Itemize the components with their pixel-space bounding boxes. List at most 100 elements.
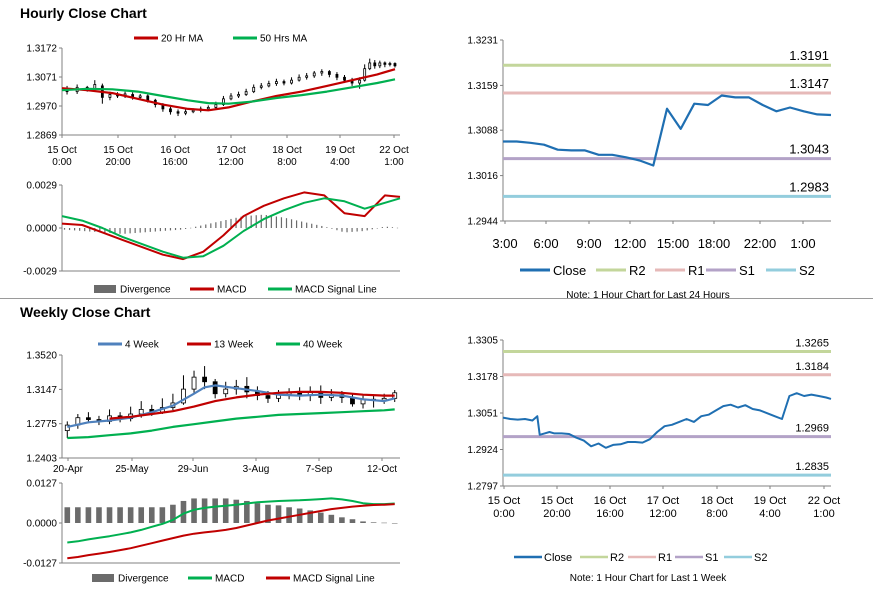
weekly-close-s2-label: 1.2835 — [795, 461, 829, 473]
weekly-macd-divergence-bar — [117, 507, 123, 523]
hourly-close-s1-label: 1.3043 — [789, 142, 829, 157]
hourly-macd-divergence-bar — [265, 215, 267, 228]
hourly-macd-divergence-bar — [250, 215, 252, 228]
hourly-price-candle-body — [368, 62, 372, 70]
hourly-macd-ytick-label: 0.0000 — [26, 224, 57, 235]
weekly-price-4-week-line — [67, 384, 395, 428]
hourly-price-xtick-label: 20:00 — [105, 157, 130, 168]
weekly-price-xtick-label: 29-Jun — [178, 464, 209, 475]
hourly-macd-divergence-bar — [311, 223, 313, 228]
weekly-close-xtick-label: 1:00 — [813, 508, 834, 520]
hourly-macd-divergence-bar — [295, 220, 298, 228]
hourly-macd-divergence-bar — [366, 228, 368, 231]
weekly-price-ytick-label: 1.3147 — [26, 385, 57, 396]
weekly-price-candle-body — [212, 381, 218, 395]
hourly-close-r1-label: 1.3147 — [789, 76, 829, 91]
hourly-close-legend-label: S2 — [799, 263, 815, 278]
weekly-close-legend-label: R2 — [610, 552, 624, 564]
hourly-macd-divergence-bar — [129, 228, 131, 234]
weekly-close-s1-label: 1.2969 — [795, 423, 829, 435]
hourly-price-xtick-label: 18 Oct — [272, 145, 302, 156]
hourly-macd-divergence-bar — [396, 227, 399, 229]
hourly-macd-divergence-bar — [84, 228, 86, 232]
weekly-price-xtick-label: 12-Oct — [367, 464, 397, 475]
weekly-macd-signal-legend-label: MACD Signal Line — [293, 574, 375, 585]
hourly-macd-divergence-bar — [255, 215, 257, 228]
weekly-macd-divergence-bar — [286, 507, 292, 523]
weekly-section-title: Weekly Close Chart — [20, 304, 151, 320]
hourly-close-xtick-label: 18:00 — [698, 236, 731, 251]
weekly-close-r2-label: 1.3265 — [795, 337, 829, 349]
hourly-macd-divergence-bar — [139, 228, 141, 233]
hourly-macd-divergence-bar — [326, 227, 328, 228]
hourly-macd-divergence-bar — [391, 227, 394, 228]
hourly-close-r2-label: 1.3191 — [789, 48, 829, 63]
hourly-macd-divergence-bar — [74, 228, 76, 231]
weekly-macd-divergence-bar — [360, 521, 366, 523]
weekly-macd-divergence-bar — [244, 500, 250, 523]
hourly-price-candle-body — [244, 91, 248, 95]
hourly-price-candle-body — [146, 95, 150, 101]
hourly-price-candle-body — [184, 111, 187, 114]
hourly-close-legend-label: R2 — [629, 263, 646, 278]
weekly-macd-divergence-bar — [85, 507, 92, 523]
hourly-macd-ytick-label: 0.0029 — [26, 181, 57, 192]
weekly-price-candle-body — [191, 376, 197, 390]
hourly-close-ytick-label: 1.3231 — [467, 36, 498, 47]
hourly-macd-divergence-legend-label: Divergence — [120, 285, 171, 296]
weekly-close-legend-label: R1 — [658, 552, 672, 564]
hourly-close-xtick-label: 6:00 — [533, 236, 558, 251]
hourly-macd-divergence-bar — [119, 228, 121, 234]
weekly-price-candle-body — [181, 388, 186, 404]
weekly-close-ytick-label: 1.2797 — [467, 482, 498, 493]
weekly-macd-divergence-bar — [339, 517, 345, 523]
hourly-price-20hr-legend-label: 20 Hr MA — [161, 34, 204, 45]
hourly-price-candle-body — [393, 63, 397, 67]
hourly-close-xtick-label: 15:00 — [657, 236, 690, 251]
hourly-close-line — [503, 94, 832, 167]
hourly-price-candle-body — [358, 79, 362, 84]
hourly-price-xtick-label: 19 Oct — [325, 145, 355, 156]
weekly-macd-divergence-bar — [201, 498, 208, 523]
hourly-price-candle-body — [214, 104, 218, 108]
weekly-price-ytick-label: 1.2775 — [26, 419, 57, 430]
hourly-macd-divergence-bar — [144, 228, 146, 233]
hourly-price-candle-body — [383, 62, 387, 65]
hourly-close-legend-label: R1 — [688, 263, 705, 278]
hourly-price-xtick-label: 17 Oct — [216, 145, 246, 156]
hourly-macd-divergence-bar — [205, 224, 207, 228]
hourly-macd-divergence-bar — [79, 228, 81, 231]
hourly-macd-divergence-bar — [200, 225, 202, 228]
hourly-macd-divergence-bar — [164, 228, 167, 231]
hourly-macd-divergence-bar — [356, 228, 358, 232]
hourly-macd-divergence-bar — [104, 228, 106, 233]
hourly-macd-divergence-bar — [190, 227, 192, 229]
hourly-price-xtick-label: 16:00 — [162, 157, 187, 168]
hourly-macd-divergence-bar — [275, 216, 278, 228]
weekly-price-candle-body — [86, 417, 91, 420]
hourly-price-candle-body — [138, 95, 142, 98]
hourly-close-note: Note: 1 Hour Chart for Last 24 Hours — [566, 290, 729, 301]
hourly-close-xtick-label: 12:00 — [614, 236, 647, 251]
hourly-macd-divergence-bar — [63, 228, 66, 230]
weekly-price-40-week-line — [67, 408, 395, 440]
hourly-macd-divergence-bar — [114, 228, 116, 234]
weekly-close-legend-label: Close — [544, 552, 572, 564]
hourly-price-xtick-label: 22 Oct — [379, 145, 409, 156]
hourly-price-xtick-label: 16 Oct — [160, 145, 190, 156]
hourly-macd-signal-legend-label: MACD Signal Line — [295, 285, 377, 296]
weekly-macd-divergence-bar — [180, 500, 187, 523]
hourly-price-candle-body — [259, 85, 263, 88]
hourly-price-ytick-label: 1.2869 — [26, 131, 57, 142]
hourly-close-ytick-label: 1.3016 — [467, 171, 498, 182]
weekly-close-xtick-label: 18 Oct — [701, 495, 733, 507]
hourly-price-ytick-label: 1.3172 — [26, 44, 57, 55]
hourly-price-ytick-label: 1.3071 — [26, 73, 57, 84]
hourly-macd-divergence-bar — [331, 228, 333, 229]
hourly-price-candle-body — [378, 62, 382, 67]
weekly-price-candle-body — [202, 376, 207, 383]
weekly-macd-divergence-bar — [212, 498, 218, 523]
hourly-macd-divergence-bar — [341, 228, 343, 232]
weekly-macd-divergence-legend-swatch — [92, 574, 114, 582]
weekly-macd-divergence-bar — [159, 507, 166, 523]
